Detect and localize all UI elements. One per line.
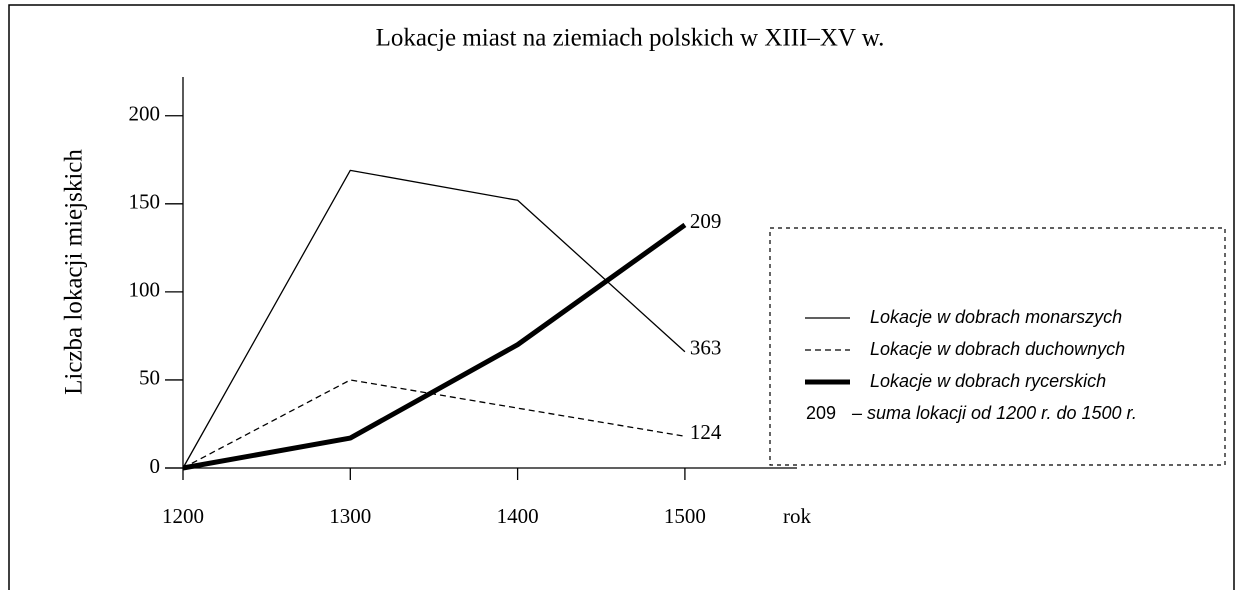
y-axis-label: Liczba lokacji miejskich (61, 149, 88, 395)
chart-title: Lokacje miast na ziemiach polskich w XII… (376, 25, 885, 52)
x-axis-label: rok (783, 504, 811, 528)
series-total: 363 (690, 336, 722, 360)
x-tick-label: 1400 (497, 504, 539, 528)
legend-note-number: 209 (806, 403, 836, 423)
series-total: 209 (690, 209, 722, 233)
series-line (182, 169, 686, 469)
x-tick-label: 1300 (329, 504, 371, 528)
series-total: 124 (690, 420, 722, 444)
legend-box (769, 227, 1226, 466)
frame (8, 4, 1235, 590)
x-tick-label: 1200 (162, 504, 204, 528)
legend-label: Lokacje w dobrach rycerskich (870, 371, 1106, 391)
x-tick-label: 1500 (664, 504, 706, 528)
legend-label: Lokacje w dobrach duchownych (870, 339, 1125, 359)
legend-note-text: – suma lokacji od 1200 r. do 1500 r. (851, 403, 1137, 423)
y-tick-label: 200 (129, 102, 161, 126)
series-line (182, 222, 687, 471)
y-tick-label: 150 (129, 190, 161, 214)
y-tick-label: 100 (129, 278, 161, 302)
y-tick-label: 0 (150, 454, 161, 478)
y-tick-label: 50 (139, 366, 160, 390)
legend-label: Lokacje w dobrach monarszych (870, 307, 1122, 327)
